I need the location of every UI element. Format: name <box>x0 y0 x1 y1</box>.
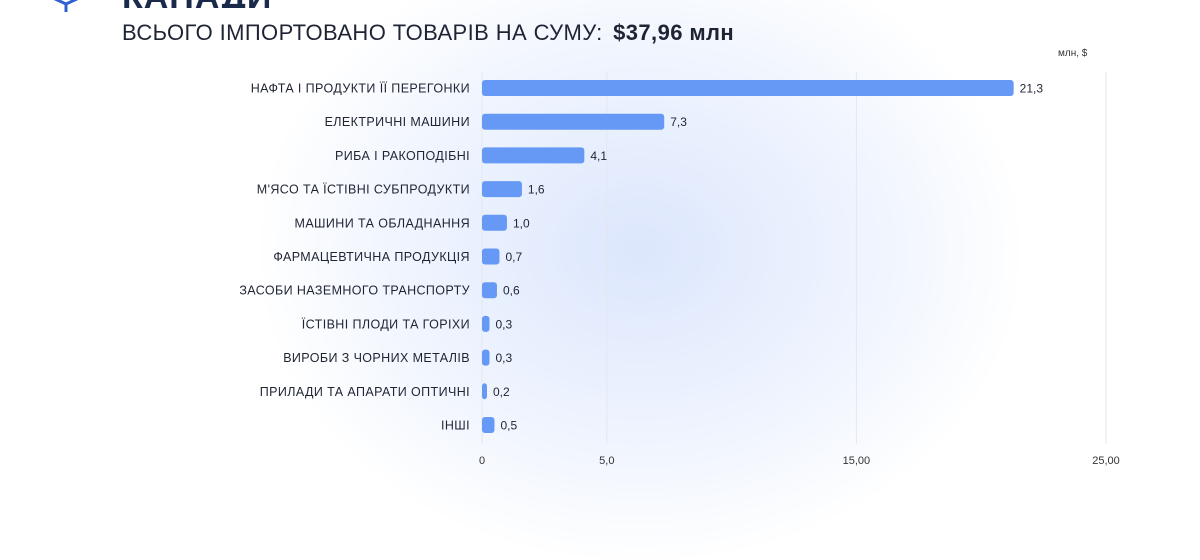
x-tick-label: 5,0 <box>599 455 614 467</box>
value-label: 0,5 <box>500 419 517 433</box>
category-label: ЕЛЕКТРИЧНІ МАШИНИ <box>325 115 470 129</box>
bar <box>482 147 585 164</box>
category-label: ЇСТІВНІ ПЛОДИ ТА ГОРІХИ <box>302 317 470 331</box>
value-label: 0,6 <box>503 284 520 298</box>
bar <box>482 181 522 198</box>
bar <box>482 315 490 332</box>
page-heading: КАНАДИ <box>122 0 272 8</box>
category-label: ВИРОБИ З ЧОРНИХ МЕТАЛІВ <box>283 351 470 365</box>
category-label: ФАРМАЦЕВТИЧНА ПРОДУКЦІЯ <box>273 250 470 264</box>
category-label: М'ЯСО ТА ЇСТІВНІ СУБПРОДУКТИ <box>257 183 470 197</box>
box-logo-icon <box>53 0 79 12</box>
value-label: 0,3 <box>495 351 512 365</box>
bar <box>482 248 500 265</box>
category-label: ЗАСОБИ НАЗЕМНОГО ТРАНСПОРТУ <box>239 284 470 298</box>
value-label: 0,3 <box>495 317 512 331</box>
category-label: ПРИЛАДИ ТА АПАРАТИ ОПТИЧНІ <box>260 385 470 399</box>
value-label: 0,2 <box>493 385 510 399</box>
subtitle-total: $37,96 млн <box>613 20 735 45</box>
bar <box>482 417 495 433</box>
unit-label: млн, $ <box>1058 48 1088 59</box>
value-label: 7,3 <box>670 115 687 129</box>
x-tick-label: 15,00 <box>843 455 871 467</box>
category-label: ІНШІ <box>441 419 470 433</box>
bar <box>482 349 490 366</box>
value-label: 4,1 <box>590 149 607 163</box>
x-tick-label: 0 <box>479 455 485 467</box>
value-label: 0,7 <box>505 250 522 264</box>
bar <box>482 214 507 231</box>
x-tick-label: 25,00 <box>1092 455 1120 467</box>
import-bar-chart: 0 5,0 15,00 25,00 НАФТА І ПРОДУКТИ ЇЇ ПЕРЕГО… <box>239 72 1120 467</box>
subtitle-prefix: ВСЬОГО ІМПОРТОВАНО ТОВАРІВ НА СУМУ: <box>122 20 603 45</box>
value-label: 1,0 <box>513 216 530 230</box>
bar <box>482 383 487 400</box>
bar <box>482 113 665 130</box>
bar <box>482 282 497 299</box>
value-label: 21,3 <box>1020 82 1044 96</box>
category-label: РИБА І РАКОПОДІБНІ <box>335 149 470 163</box>
value-label: 1,6 <box>528 183 545 197</box>
subtitle: ВСЬОГО ІМПОРТОВАНО ТОВАРІВ НА СУМУ: $37,… <box>122 20 734 46</box>
category-label: НАФТА І ПРОДУКТИ ЇЇ ПЕРЕГОНКИ <box>251 82 470 96</box>
bar <box>482 80 1014 96</box>
category-label: МАШИНИ ТА ОБЛАДНАННЯ <box>295 216 471 230</box>
